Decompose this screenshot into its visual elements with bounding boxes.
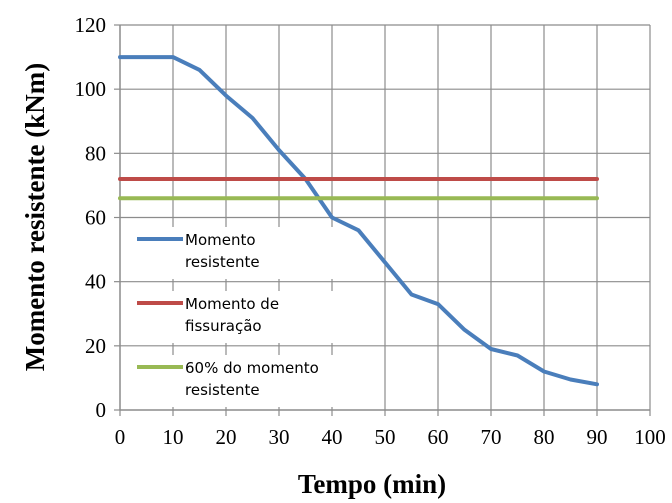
legend-bg-0 xyxy=(133,227,333,279)
x-tick-label-0: 0 xyxy=(115,425,126,449)
y-tick-label-4: 80 xyxy=(85,141,106,165)
legend-label-2-1: resistente xyxy=(185,381,260,399)
y-axis-title: Momento resistente (kNm) xyxy=(20,63,50,371)
y-tick-labels: 0 20 40 60 80 100 120 xyxy=(75,13,107,422)
legend-bg-2 xyxy=(133,355,333,407)
x-tick-label-9: 90 xyxy=(587,425,608,449)
series-line-0 xyxy=(118,55,599,387)
y-tick-label-1: 20 xyxy=(85,334,106,358)
y-tick-label-2: 40 xyxy=(85,270,106,294)
axes xyxy=(114,24,651,416)
x-tick-label-6: 60 xyxy=(428,425,449,449)
y-tick-label-6: 120 xyxy=(75,13,107,37)
legend-label-0-1: resistente xyxy=(185,253,260,271)
y-tick-label-5: 100 xyxy=(75,77,107,101)
x-axis-title: Tempo (min) xyxy=(298,469,446,499)
legend-label-1-1: fissuração xyxy=(185,317,262,335)
x-tick-label-5: 50 xyxy=(375,425,396,449)
y-tick-label-3: 60 xyxy=(85,206,106,230)
series-lines xyxy=(118,55,599,387)
x-tick-label-8: 80 xyxy=(534,425,555,449)
y-tick-label-0: 0 xyxy=(96,398,107,422)
x-tick-label-7: 70 xyxy=(481,425,502,449)
x-tick-label-2: 20 xyxy=(216,425,237,449)
legend-bg-1 xyxy=(133,291,333,343)
legend-label-2-0: 60% do momento xyxy=(185,359,319,377)
grid xyxy=(120,24,651,410)
legend-label-1-0: Momento de xyxy=(185,295,279,313)
legend-label-0-0: Momento xyxy=(185,231,256,249)
x-tick-label-3: 30 xyxy=(269,425,290,449)
x-tick-label-1: 10 xyxy=(163,425,184,449)
x-tick-label-4: 40 xyxy=(322,425,343,449)
x-tick-labels: 0 10 20 30 40 50 60 70 80 90 100 xyxy=(115,425,666,449)
legend: Momento resistente Momento de fissuração 60%… xyxy=(133,227,333,407)
x-tick-label-10: 100 xyxy=(634,425,666,449)
